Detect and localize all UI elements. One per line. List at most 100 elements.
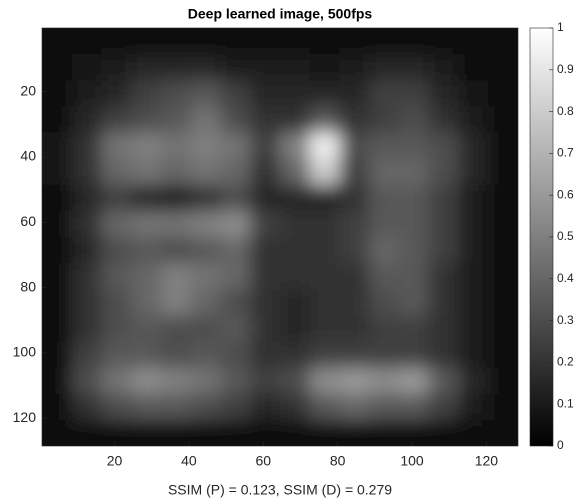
heatmap-cell [102, 8, 132, 55]
heatmap-cell [22, 54, 72, 81]
heatmap-cell [72, 106, 102, 133]
heatmap-cell [459, 8, 489, 55]
heatmap-cell [399, 8, 429, 55]
heatmap-cell [161, 315, 191, 342]
heatmap-cell [22, 185, 72, 212]
heatmap-cell [429, 54, 459, 81]
heatmap-cell [250, 289, 280, 316]
heatmap-cell [459, 54, 489, 81]
heatmap-cell [310, 315, 340, 342]
heatmap-cell [191, 237, 221, 264]
heatmap-cell [102, 342, 132, 369]
heatmap-cell [250, 133, 280, 160]
heatmap-cell [369, 133, 399, 160]
heatmap-cell [340, 263, 370, 290]
heatmap-cell [459, 159, 489, 186]
heatmap-cell [429, 368, 459, 395]
heatmap-cell [191, 315, 221, 342]
heatmap-cell [340, 80, 370, 107]
colorbar-tick-label: 0.6 [557, 187, 574, 201]
heatmap-cell [459, 342, 489, 369]
heatmap-cell [399, 289, 429, 316]
heatmap-cell [369, 185, 399, 212]
heatmap-cell [310, 289, 340, 316]
heatmap-cell [310, 394, 340, 421]
x-tick-label: 20 [107, 453, 123, 469]
heatmap-cell [369, 263, 399, 290]
heatmap-cell [161, 368, 191, 395]
heatmap-cell [340, 289, 370, 316]
heatmap-cell [22, 368, 72, 395]
x-tick-label: 80 [330, 453, 346, 469]
heatmap-cell [72, 394, 102, 421]
heatmap-cell [72, 237, 102, 264]
heatmap-cell [102, 159, 132, 186]
heatmap-cell [72, 185, 102, 212]
heatmap-cell [369, 106, 399, 133]
heatmap-cell [340, 106, 370, 133]
heatmap-cell [250, 315, 280, 342]
heatmap-cell [102, 368, 132, 395]
heatmap-cell [191, 368, 221, 395]
x-tick-label: 120 [475, 453, 499, 469]
heatmap-cell [72, 133, 102, 160]
heatmap-cell [161, 54, 191, 81]
heatmap-cell [280, 80, 310, 107]
heatmap-cell [459, 315, 489, 342]
heatmap-cell [369, 211, 399, 238]
colorbar-tick-label: 0.3 [557, 313, 574, 327]
heatmap-cell [459, 237, 489, 264]
heatmap-cell [221, 368, 251, 395]
heatmap-cell [191, 185, 221, 212]
x-tick-label: 60 [255, 453, 271, 469]
colorbar-tick-label: 0 [557, 438, 564, 452]
colorbar-tick-label: 0.5 [557, 229, 574, 243]
heatmap-cell [22, 106, 72, 133]
heatmap-cell [161, 185, 191, 212]
heatmap-cell [369, 159, 399, 186]
heatmap-cell [429, 211, 459, 238]
heatmap-cell [191, 211, 221, 238]
heatmap-cell [429, 315, 459, 342]
heatmap-cell [399, 394, 429, 421]
heatmap-cell [429, 420, 459, 467]
heatmap-cell [399, 263, 429, 290]
heatmap-cell [369, 394, 399, 421]
y-tick-label: 120 [13, 409, 37, 425]
heatmap-cell [340, 159, 370, 186]
heatmap-cell [161, 133, 191, 160]
heatmap-cell [102, 80, 132, 107]
heatmap-cell [22, 315, 72, 342]
y-tick-label: 40 [20, 148, 36, 164]
heatmap-cell [191, 289, 221, 316]
heatmap-cell [161, 211, 191, 238]
heatmap-cell [459, 185, 489, 212]
heatmap-cell [250, 394, 280, 421]
heatmap-cell [340, 54, 370, 81]
heatmap-cell [250, 263, 280, 290]
heatmap-cell [310, 263, 340, 290]
heatmap-cell [429, 159, 459, 186]
heatmap-cell [221, 211, 251, 238]
colorbar-tick-label: 0.2 [557, 355, 574, 369]
heatmap-cell [340, 211, 370, 238]
heatmap-cell [280, 263, 310, 290]
chart: Deep learned image, 500fps SSIM (P) = 0.… [0, 0, 586, 504]
heatmap-cell [280, 237, 310, 264]
heatmap-cell [459, 80, 489, 107]
heatmap-cell [280, 368, 310, 395]
heatmap-cell [22, 8, 72, 55]
heatmap-cell [161, 263, 191, 290]
heatmap-cell [131, 133, 161, 160]
heatmap-cell [310, 368, 340, 395]
heatmap-cell [250, 54, 280, 81]
heatmap-cell [102, 394, 132, 421]
heatmap-cell [102, 185, 132, 212]
heatmap-cell [102, 289, 132, 316]
heatmap-cell [250, 342, 280, 369]
heatmap-cell [191, 394, 221, 421]
heatmap-cell [459, 394, 489, 421]
heatmap-cell [221, 80, 251, 107]
heatmap-cell [429, 237, 459, 264]
heatmap-cell [250, 159, 280, 186]
